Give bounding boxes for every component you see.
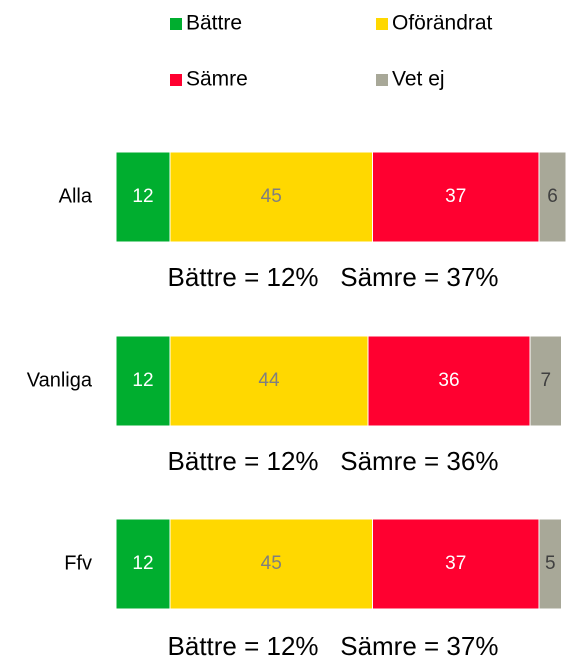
value-label: 6 xyxy=(547,186,558,207)
bar-segment xyxy=(538,151,566,243)
value-label: 36 xyxy=(438,370,459,391)
legend-swatch xyxy=(376,18,388,30)
value-label: 12 xyxy=(132,370,153,391)
legend-swatch xyxy=(170,18,182,30)
bar-segment xyxy=(169,151,373,243)
bar-segment xyxy=(169,518,373,610)
bar-segment xyxy=(169,335,369,427)
legend-swatch xyxy=(170,74,182,86)
value-label: 44 xyxy=(258,370,280,391)
bar-segment xyxy=(115,335,171,427)
bar-segment xyxy=(372,151,540,243)
bar-segment xyxy=(372,518,540,610)
legend-swatch xyxy=(376,74,388,86)
value-label: 12 xyxy=(132,553,153,574)
value-label: 5 xyxy=(545,553,556,574)
value-label: 45 xyxy=(261,186,282,207)
value-label: 12 xyxy=(132,186,153,207)
bar-segment xyxy=(529,335,562,427)
category-label: Ffv xyxy=(64,552,92,574)
legend-label: Oförändrat xyxy=(392,12,493,35)
annotation: Bättre = 12% Sämre = 36% xyxy=(168,446,499,476)
bar-segment xyxy=(367,335,531,427)
annotation: Bättre = 12% Sämre = 37% xyxy=(168,631,499,661)
value-label: 37 xyxy=(445,186,466,207)
value-label: 7 xyxy=(540,370,551,391)
legend-label: Vet ej xyxy=(392,68,445,91)
value-label: 45 xyxy=(261,553,282,574)
category-label: Alla xyxy=(59,185,93,207)
legend-label: Bättre xyxy=(186,12,242,35)
bar-segment xyxy=(538,518,562,610)
bar-segment xyxy=(115,151,171,243)
category-label: Vanliga xyxy=(27,369,93,391)
legend-label: Sämre xyxy=(186,68,248,91)
annotation: Bättre = 12% Sämre = 37% xyxy=(168,262,499,292)
value-label: 37 xyxy=(445,553,466,574)
